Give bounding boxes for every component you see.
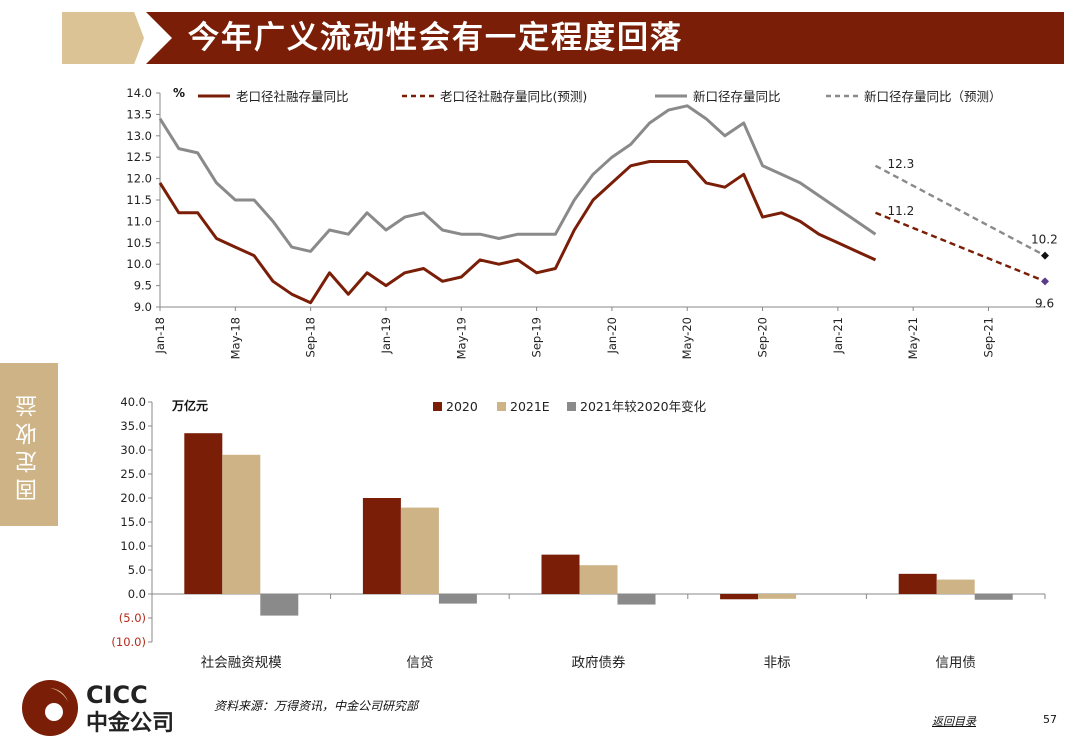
line-y-tick-label: 10.5: [126, 236, 152, 250]
line-y-tick-label: 14.0: [126, 86, 152, 100]
bar-legend-label: 2021E: [510, 399, 550, 414]
bar-chart-legend: 2020 2021E 2021年较2020年变化: [433, 399, 707, 414]
back-to-contents-link[interactable]: 返回目录: [932, 715, 976, 728]
line-chart: % 老口径社融存量同比 老口径社融存量同比(预测) 新口径存量同比 新口径存量同比（预…: [126, 86, 1057, 359]
line-series-1: [875, 211, 1046, 283]
bar-y-tick-label: (5.0): [119, 611, 146, 625]
bar-chart: 万亿元 2020 2021E 2021年较2020年变化 40.0 35.0 30.0 2…: [111, 395, 1046, 671]
bar-y-tick-label: 15.0: [120, 515, 146, 529]
line-x-tick-label: Jan-19: [379, 317, 393, 355]
bar-0-0: [184, 433, 223, 594]
bar-legend-swatch: [567, 402, 576, 411]
line-y-tick-label: 10.0: [126, 257, 152, 271]
bar-1-4: [936, 579, 975, 594]
bar-y-tick-label: 0.0: [128, 587, 146, 601]
bar-category-label: 信用债: [935, 655, 976, 671]
page-title: 今年广义流动性会有一定程度回落: [188, 20, 683, 56]
logo-text-en: CICC: [86, 681, 148, 709]
line-x-tick-label: Sep-21: [982, 317, 996, 357]
title-banner: [146, 12, 1064, 64]
cicc-logo: CICC 中金公司: [22, 680, 174, 736]
logo-text-zh: 中金公司: [86, 710, 174, 736]
bar-0-2: [541, 554, 580, 594]
bar-category-label: 非标: [764, 655, 791, 671]
bar-1-3: [758, 594, 797, 599]
bar-legend-label: 2020: [446, 399, 478, 414]
bar-y-tick-label: (10.0): [111, 635, 146, 649]
line-y-tick-label: 9.0: [134, 300, 152, 314]
bar-legend-swatch: [497, 402, 506, 411]
line-x-tick-label: May-20: [680, 317, 694, 359]
line-legend-label: 新口径存量同比（预测）: [864, 89, 1002, 104]
title-banner-accent: [62, 12, 144, 64]
bar-1-2: [579, 565, 618, 594]
bar-1-0: [222, 454, 261, 594]
line-y-tick-label: 12.0: [126, 172, 152, 186]
line-forecast-end-marker: [1041, 251, 1049, 260]
bar-2-3: [796, 593, 835, 595]
bar-2-2: [617, 594, 656, 605]
line-chart-unit: %: [173, 86, 185, 100]
bar-y-tick-label: 30.0: [120, 443, 146, 457]
bar-category-label: 信贷: [406, 655, 433, 671]
bar-chart-bars: [184, 433, 1013, 616]
bar-chart-unit: 万亿元: [171, 398, 208, 413]
line-x-tick-label: May-21: [906, 317, 920, 359]
line-chart-axes: 14.0 13.5 13.0 12.5 12.0 11.5 11.0 10.5 10.0 9.5 9…: [126, 86, 1045, 359]
bar-legend-swatch: [433, 402, 442, 411]
bar-category-label: 政府债券: [572, 655, 626, 671]
line-annotation-new-start: 12.3: [888, 157, 915, 171]
page-number: 57: [1043, 713, 1057, 726]
line-y-tick-label: 13.5: [126, 107, 152, 121]
line-x-tick-label: Sep-18: [304, 317, 318, 357]
line-y-tick-label: 11.0: [126, 214, 152, 228]
source-note: 资料来源：万得资讯，中金公司研究部: [214, 699, 419, 713]
bar-0-4: [898, 573, 937, 594]
line-y-tick-label: 13.0: [126, 129, 152, 143]
line-forecast-end-marker: [1041, 277, 1049, 286]
line-annotation-old-end: 9.6: [1035, 296, 1054, 310]
line-legend-label: 新口径存量同比: [693, 89, 781, 104]
bar-2-4: [974, 594, 1013, 600]
line-series-3: [874, 164, 1046, 257]
bar-y-tick-label: 35.0: [120, 419, 146, 433]
line-x-tick-label: Jan-21: [831, 317, 845, 355]
line-legend-label: 老口径社融存量同比: [236, 89, 349, 104]
line-x-tick-label: May-18: [228, 317, 242, 359]
line-x-tick-label: Jan-18: [153, 317, 167, 355]
bar-y-tick-label: 20.0: [120, 491, 146, 505]
line-y-tick-label: 12.5: [126, 150, 152, 164]
line-x-tick-label: Sep-20: [756, 317, 770, 357]
line-series-2: [158, 104, 877, 253]
line-chart-series: [158, 104, 1049, 305]
line-legend-label: 老口径社融存量同比(预测): [440, 89, 587, 104]
line-x-tick-label: Jan-20: [605, 317, 619, 355]
line-series-0: [158, 160, 877, 305]
bar-y-tick-label: 40.0: [120, 395, 146, 409]
bar-0-3: [720, 594, 759, 600]
bar-2-1: [438, 594, 477, 604]
line-annotation-old-start: 11.2: [888, 204, 915, 218]
bar-1-1: [400, 507, 439, 594]
bar-y-tick-label: 5.0: [128, 563, 146, 577]
line-x-tick-label: Sep-19: [530, 317, 544, 357]
section-side-tab[interactable]: 固定收益: [0, 363, 58, 526]
line-chart-annotations: 12.3 11.2 10.2 9.6: [888, 157, 1058, 311]
bar-category-label: 社会融资规模: [201, 655, 282, 671]
line-y-tick-label: 9.5: [134, 279, 152, 293]
line-chart-legend: 老口径社融存量同比 老口径社融存量同比(预测) 新口径存量同比 新口径存量同比（预测）: [198, 89, 1002, 104]
bar-y-tick-label: 10.0: [120, 539, 146, 553]
bar-2-0: [260, 594, 299, 616]
bar-y-tick-label: 25.0: [120, 467, 146, 481]
bar-0-1: [362, 498, 401, 594]
line-x-tick-label: May-19: [454, 317, 468, 359]
line-y-tick-label: 11.5: [126, 193, 152, 207]
line-annotation-new-end: 10.2: [1031, 233, 1058, 247]
bar-legend-label: 2021年较2020年变化: [580, 399, 707, 414]
